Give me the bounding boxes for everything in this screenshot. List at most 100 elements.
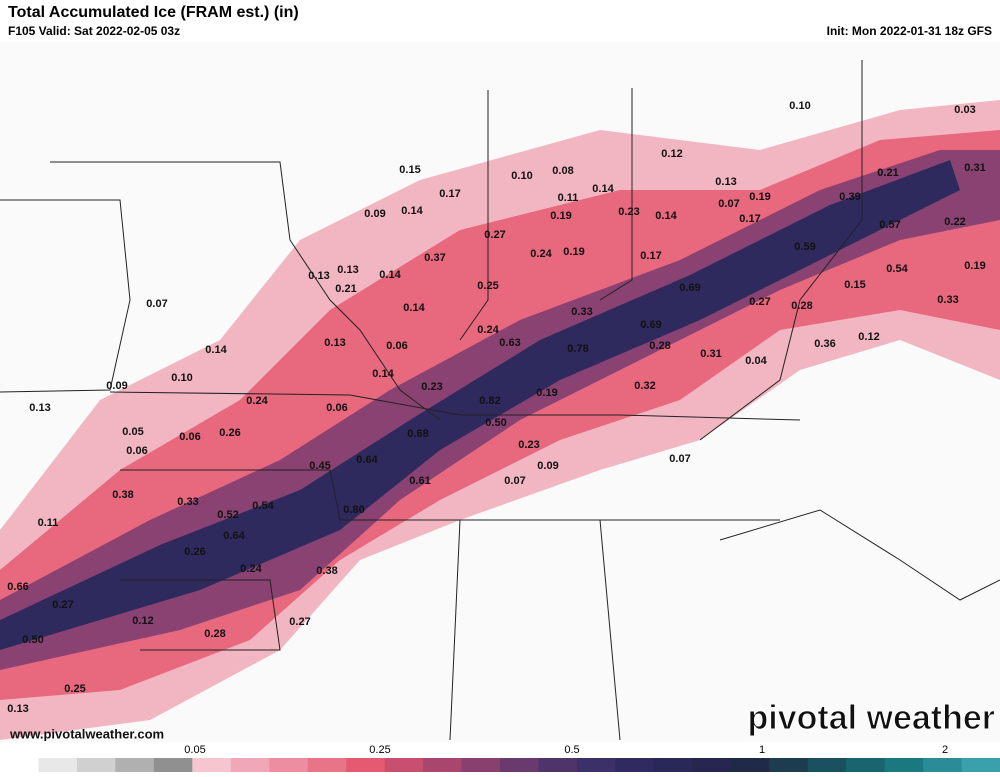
colorbar-swatch xyxy=(692,758,732,772)
border xyxy=(719,509,1000,601)
value-label: 0.27 xyxy=(289,616,310,628)
colorbar-swatch xyxy=(38,758,78,772)
colorbar-swatch xyxy=(576,758,616,772)
value-label: 0.27 xyxy=(749,296,770,308)
value-label: 0.50 xyxy=(485,417,506,429)
value-label: 0.33 xyxy=(937,294,958,306)
value-label: 0.27 xyxy=(484,229,505,241)
value-label: 0.14 xyxy=(401,205,423,217)
colorbar-tick-label: 0.05 xyxy=(184,744,205,756)
state-borders xyxy=(0,60,1000,741)
value-label: 0.38 xyxy=(112,489,133,501)
value-label: 0.07 xyxy=(504,475,525,487)
value-label: 0.06 xyxy=(386,340,407,352)
value-label: 0.13 xyxy=(29,402,50,414)
value-label: 0.12 xyxy=(858,331,879,343)
colorbar-swatch xyxy=(76,758,116,772)
value-label: 0.57 xyxy=(879,219,900,231)
value-label: 0.26 xyxy=(184,546,205,558)
value-label: 0.14 xyxy=(655,210,677,222)
border xyxy=(120,469,780,521)
value-label: 0.54 xyxy=(252,500,274,512)
colorbar-swatch xyxy=(653,758,693,772)
value-label: 0.06 xyxy=(326,402,347,414)
colorbar-swatch xyxy=(730,758,770,772)
value-label: 0.23 xyxy=(421,381,442,393)
value-label: 0.09 xyxy=(106,380,127,392)
value-label: 0.66 xyxy=(7,581,28,593)
value-label: 0.19 xyxy=(749,191,770,203)
value-label: 0.11 xyxy=(558,192,579,204)
value-label: 0.10 xyxy=(511,170,532,182)
value-label: 0.13 xyxy=(7,703,28,715)
value-label: 0.24 xyxy=(477,324,499,336)
colorbar-swatch xyxy=(961,758,1000,772)
value-label: 0.28 xyxy=(649,340,670,352)
watermark: pivotal weather xyxy=(747,699,995,737)
colorbar-swatch xyxy=(423,758,463,772)
border xyxy=(459,90,489,341)
border xyxy=(699,60,863,441)
value-label: 0.78 xyxy=(567,343,588,355)
colorbar-swatch xyxy=(769,758,809,772)
value-label: 0.68 xyxy=(407,428,428,440)
value-label: 0.13 xyxy=(308,270,329,282)
value-label: 0.14 xyxy=(372,368,394,380)
value-label: 0.24 xyxy=(246,395,268,407)
colorbar-swatch xyxy=(115,758,155,772)
colorbar-swatch xyxy=(615,758,655,772)
value-label: 0.17 xyxy=(739,213,760,225)
value-label: 0.21 xyxy=(335,283,356,295)
value-label: 0.31 xyxy=(700,348,721,360)
border xyxy=(120,579,281,651)
value-label: 0.07 xyxy=(669,453,690,465)
value-label: 0.38 xyxy=(316,565,337,577)
value-label: 0.09 xyxy=(364,208,385,220)
colorbar-swatch xyxy=(192,758,232,772)
value-label: 0.24 xyxy=(530,248,552,260)
colorbar-swatch xyxy=(384,758,424,772)
value-label: 0.17 xyxy=(640,250,661,262)
colorbar-swatch xyxy=(153,758,193,772)
value-label: 0.13 xyxy=(337,264,358,276)
colorbar-swatch xyxy=(500,758,539,772)
value-label: 0.10 xyxy=(171,372,192,384)
value-label: 0.69 xyxy=(640,319,661,331)
value-label: 0.33 xyxy=(177,496,198,508)
border xyxy=(50,161,441,421)
value-labels: 0.10 0.03 0.12 0.15 0.10 0.08 0.14 0.13 0.21 0.31… xyxy=(7,100,985,715)
value-label: 0.08 xyxy=(552,165,573,177)
value-label: 0.50 xyxy=(22,634,43,646)
value-label: 0.28 xyxy=(204,628,225,640)
value-label: 0.64 xyxy=(356,454,378,466)
value-label: 0.14 xyxy=(205,344,227,356)
border xyxy=(0,199,131,393)
value-label: 0.15 xyxy=(399,164,420,176)
colorbar-tick-label: 0.5 xyxy=(564,744,579,756)
value-label: 0.36 xyxy=(814,338,835,350)
value-label: 0.26 xyxy=(219,427,240,439)
colorbar-swatch xyxy=(0,758,39,772)
value-label: 0.14 xyxy=(379,269,401,281)
value-label: 0.06 xyxy=(126,445,147,457)
value-label: 0.25 xyxy=(64,683,85,695)
value-label: 0.24 xyxy=(240,563,262,575)
value-label: 0.33 xyxy=(571,306,592,318)
value-label: 0.80 xyxy=(343,504,364,516)
value-label: 0.37 xyxy=(424,252,445,264)
value-label: 0.13 xyxy=(324,337,345,349)
value-label: 0.14 xyxy=(592,183,614,195)
value-label: 0.19 xyxy=(964,260,985,272)
colorbar-swatch xyxy=(807,758,847,772)
header-bg xyxy=(0,0,1000,42)
colorbar-swatch xyxy=(846,758,886,772)
value-label: 0.82 xyxy=(479,395,500,407)
ice-core xyxy=(0,160,960,650)
value-label: 0.03 xyxy=(954,104,975,116)
value-label: 0.10 xyxy=(789,100,810,112)
title: Total Accumulated Ice (FRAM est.) (in) xyxy=(8,4,299,21)
value-label: 0.52 xyxy=(217,509,238,521)
colorbar-swatch xyxy=(346,758,386,772)
value-label: 0.59 xyxy=(794,241,815,253)
